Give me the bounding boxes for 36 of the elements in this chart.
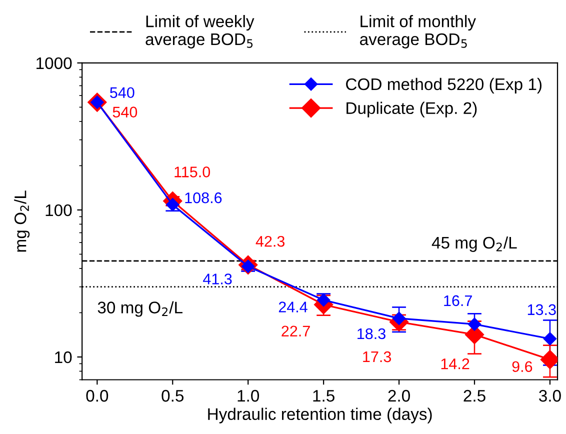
data-label: 22.7 [282,326,310,336]
data-label: 9.6 [512,361,532,372]
legend-label: COD method 5220 (Exp 1) [346,78,542,94]
data-label: 540 [110,87,134,98]
annotation: 30 mg O$_{2}$/L [98,301,182,317]
annotation: 45 mg O$_{2}$/L [432,236,517,252]
x-tick-label: 3.0 [539,390,561,402]
data-label: 18.3 [358,328,386,340]
data-label: 17.3 [363,351,392,362]
data-label: 41.3 [203,274,232,284]
data-label: 16.7 [444,295,472,306]
point [540,350,558,370]
x-axis-title: Hydraulic retention time (days) [208,408,432,424]
point [392,312,406,325]
data-label: 42.3 [256,236,285,247]
point [543,332,557,346]
legend-label: Duplicate (Exp. 2) [346,102,477,118]
y-axis-title: mg O$_{2}$/L [14,190,30,252]
legend-label: Limit of weekly average BOD$_{5}$ [146,15,254,48]
data-label: 108.6 [185,192,222,204]
x-tick-label: 2.5 [464,390,486,402]
data-label: 540 [112,106,138,118]
x-tick-label: 0.0 [86,390,108,402]
data-label: 14.2 [441,358,470,370]
x-tick-label: 0.5 [162,390,184,402]
data-label: 115.0 [174,166,210,178]
x-tick-label: 1.5 [313,390,334,402]
x-tick-label: 2.0 [388,390,410,402]
y-tick-label: 100 [46,204,72,216]
y-tick-label: 1000 [36,57,72,70]
legend-label: Limit of monthly average BOD$_{5}$ [360,15,476,48]
data-label: 24.4 [278,302,308,312]
x-tick-label: 1.0 [238,390,260,402]
y-tick-label: 10 [55,351,72,364]
data-label: 13.3 [528,304,556,316]
point [468,318,482,331]
